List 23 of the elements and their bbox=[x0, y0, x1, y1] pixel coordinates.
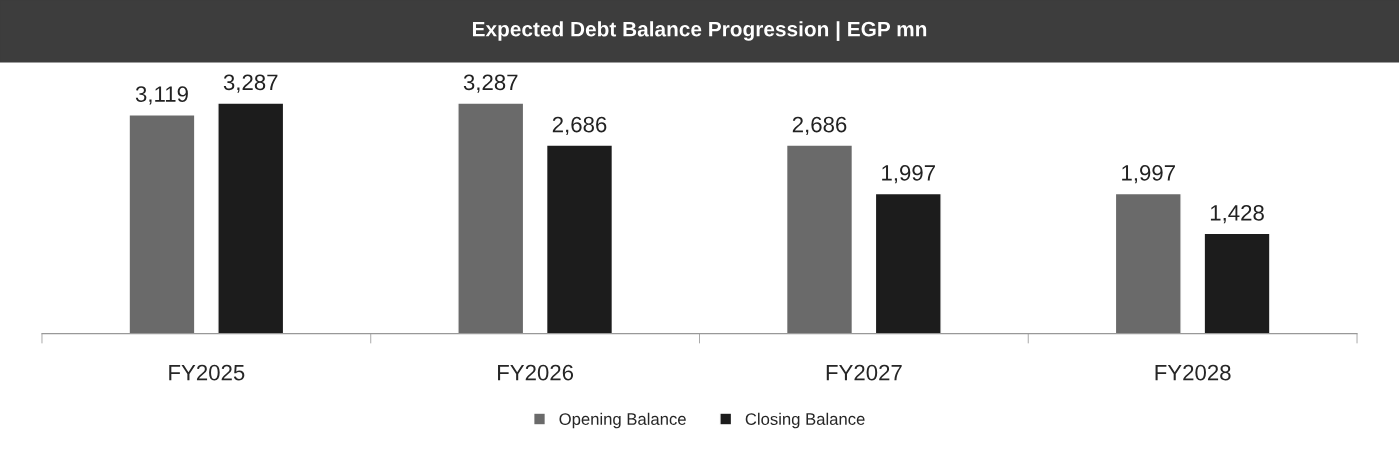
data-label: 2,686 bbox=[792, 116, 847, 136]
data-label: 1,428 bbox=[1210, 204, 1264, 224]
data-label: 3,119 bbox=[135, 86, 188, 105]
bar bbox=[545, 144, 614, 334]
bar bbox=[457, 102, 525, 334]
data-label: 1,997 bbox=[882, 165, 935, 184]
bar bbox=[217, 102, 285, 334]
data-label: 3,287 bbox=[223, 74, 278, 93]
bar bbox=[874, 192, 942, 334]
x-tick-label: FY2028 bbox=[1155, 364, 1231, 381]
bar bbox=[1203, 232, 1271, 334]
bar bbox=[128, 114, 196, 334]
data-label: 2,686 bbox=[552, 116, 607, 136]
x-tick-label: FY2027 bbox=[826, 364, 902, 381]
legend-label: Opening Balance bbox=[559, 412, 686, 429]
data-label: 3,287 bbox=[463, 74, 518, 93]
chart-title: Expected Debt Balance Progression | EGP mn bbox=[472, 21, 927, 41]
bar bbox=[785, 144, 854, 334]
legend-label: Closing Balance bbox=[745, 412, 865, 429]
x-tick-label: FY2025 bbox=[169, 364, 245, 381]
bar bbox=[1114, 192, 1182, 334]
x-tick-label: FY2026 bbox=[498, 364, 574, 381]
data-label: 1,997 bbox=[1122, 165, 1175, 184]
